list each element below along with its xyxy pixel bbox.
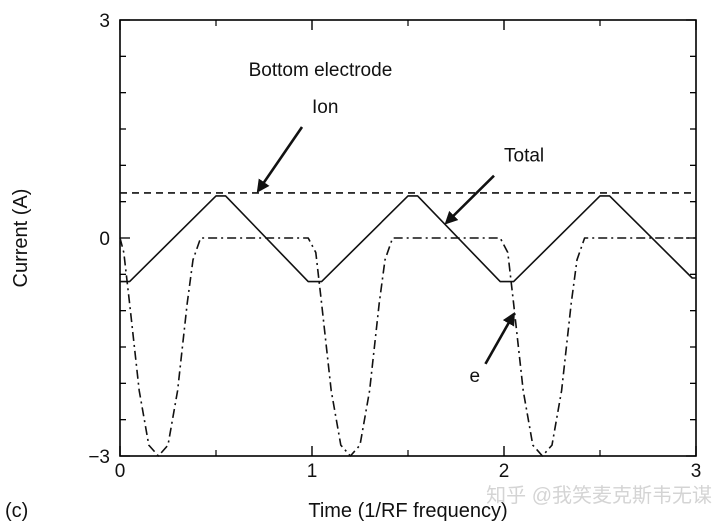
y-tick-label: 0 — [99, 229, 110, 250]
x-tick-label: 1 — [307, 461, 318, 482]
y-axis-label: Current (A) — [10, 189, 32, 288]
series-line-total — [120, 195, 696, 283]
y-tick-label: −3 — [88, 447, 110, 468]
x-axis-label: Time (1/RF frequency) — [308, 500, 507, 522]
watermark: 知乎 @我笑麦克斯韦无谋 — [486, 484, 712, 507]
series-line-e — [119, 237, 696, 457]
x-tick-label: 2 — [499, 461, 510, 482]
panel-label: (c) — [5, 500, 28, 522]
x-tick-label: 0 — [115, 461, 126, 482]
annotation-e: e — [469, 366, 480, 387]
arrow-total — [444, 174, 495, 225]
arrow-ion — [256, 126, 304, 193]
x-tick-label: 3 — [691, 461, 702, 482]
tick-labels: 0 1 2 3−303 — [88, 11, 701, 482]
annotation-arrows — [256, 126, 515, 365]
annotation-ion: Ion — [312, 97, 338, 118]
annotation-total: Total — [504, 146, 544, 167]
arrow-e — [484, 312, 515, 365]
y-tick-label: 3 — [99, 11, 110, 32]
series-group — [119, 192, 696, 457]
annotations: Bottom electrode Ion Total e — [249, 60, 545, 387]
axis-ticks — [119, 19, 697, 457]
annotation-bottom-electrode: Bottom electrode — [249, 60, 393, 81]
